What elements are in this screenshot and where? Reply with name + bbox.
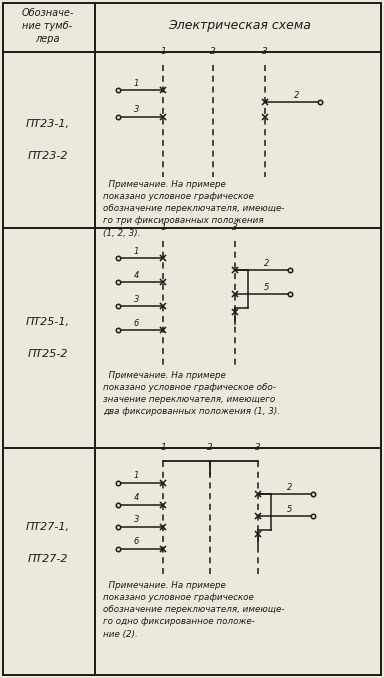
Text: Примечание. На примере
показано условное графическое обо-
значение переключателя: Примечание. На примере показано условное… <box>103 371 280 416</box>
Text: Примечание. На примере
показано условное графическое
обозначение переключателя, : Примечание. На примере показано условное… <box>103 180 285 237</box>
Text: ПТ25-1,

ПТ25-2: ПТ25-1, ПТ25-2 <box>25 317 70 359</box>
Text: 3: 3 <box>262 47 268 56</box>
Text: 1: 1 <box>134 79 139 87</box>
Text: 1: 1 <box>160 47 166 56</box>
Text: 3: 3 <box>255 443 261 452</box>
Text: ПТ23-1,

ПТ23-2: ПТ23-1, ПТ23-2 <box>25 119 70 161</box>
Text: Электрическая схема: Электрическая схема <box>168 20 311 33</box>
Text: 1: 1 <box>134 471 139 481</box>
Text: 3: 3 <box>134 515 139 525</box>
Text: 3: 3 <box>134 106 139 115</box>
Text: 4: 4 <box>134 271 139 279</box>
Text: 2: 2 <box>287 483 292 492</box>
Text: Примечание. На примере
показано условное графическое
обозначение переключателя, : Примечание. На примере показано условное… <box>103 581 285 639</box>
Text: 4: 4 <box>134 494 139 502</box>
Text: 3: 3 <box>232 223 238 232</box>
Text: 1: 1 <box>160 223 166 232</box>
Text: Обозначе-
ние тумб-
лера: Обозначе- ние тумб- лера <box>22 8 74 44</box>
Text: 5: 5 <box>287 504 292 513</box>
Text: 3: 3 <box>134 294 139 304</box>
Text: 5: 5 <box>264 283 269 292</box>
Text: 2: 2 <box>207 443 213 452</box>
Text: 6: 6 <box>134 538 139 546</box>
Text: 6: 6 <box>134 319 139 327</box>
Text: 1: 1 <box>160 443 166 452</box>
Text: 2: 2 <box>210 47 216 56</box>
Text: 1: 1 <box>134 247 139 256</box>
Text: 2: 2 <box>294 90 299 100</box>
Text: 2: 2 <box>264 258 269 268</box>
Text: ПТ27-1,

ПТ27-2: ПТ27-1, ПТ27-2 <box>25 521 70 564</box>
